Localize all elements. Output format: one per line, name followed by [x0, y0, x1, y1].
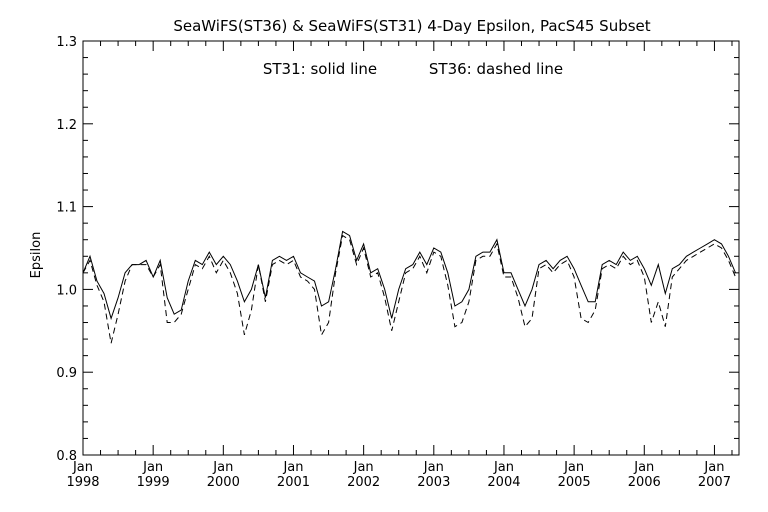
y-tick-label: 0.8 [56, 449, 77, 464]
x-axis-ticks: Jan1998Jan1999Jan2000Jan2001Jan2002Jan20… [66, 41, 733, 490]
x-tick-month: Jan [142, 460, 163, 475]
x-tick-year: 2000 [207, 475, 240, 490]
series-st31-line [82, 230, 736, 321]
y-tick-label: 1.1 [56, 201, 77, 216]
x-tick-year: 2001 [277, 475, 310, 490]
x-tick-year: 2006 [628, 475, 661, 490]
series-st36-line [82, 234, 736, 344]
x-tick-month: Jan [353, 460, 374, 475]
y-tick-label: 1.2 [56, 118, 77, 133]
solid-line-note: ST31: solid line [263, 60, 377, 78]
chart-title: SeaWiFS(ST36) & SeaWiFS(ST31) 4-Day Epsi… [173, 17, 650, 35]
x-tick-year: 2007 [698, 475, 731, 490]
x-tick-year: 2004 [487, 475, 520, 490]
x-tick-month: Jan [633, 460, 654, 475]
x-tick-month: Jan [493, 460, 514, 475]
y-axis-ticks: 0.8 0.9 1.0 1.1 1.2 1.3 [56, 35, 739, 464]
x-tick-year: 2005 [558, 475, 591, 490]
series-lines [82, 230, 736, 344]
x-tick-year: 1999 [137, 475, 170, 490]
x-tick-year: 2003 [417, 475, 450, 490]
x-tick-year: 2002 [347, 475, 380, 490]
x-tick-month: Jan [72, 460, 93, 475]
plot-frame [82, 40, 740, 456]
y-tick-label: 1.0 [56, 283, 77, 298]
x-tick-year: 1998 [66, 475, 99, 490]
x-tick-month: Jan [423, 460, 444, 475]
y-axis-label: Epsilon [29, 232, 44, 279]
dashed-line-note: ST36: dashed line [429, 60, 563, 78]
x-tick-month: Jan [563, 460, 584, 475]
x-tick-month: Jan [212, 460, 233, 475]
y-tick-label: 0.9 [56, 366, 77, 381]
x-tick-month: Jan [282, 460, 303, 475]
x-tick-month: Jan [703, 460, 724, 475]
y-tick-label: 1.3 [56, 35, 77, 50]
